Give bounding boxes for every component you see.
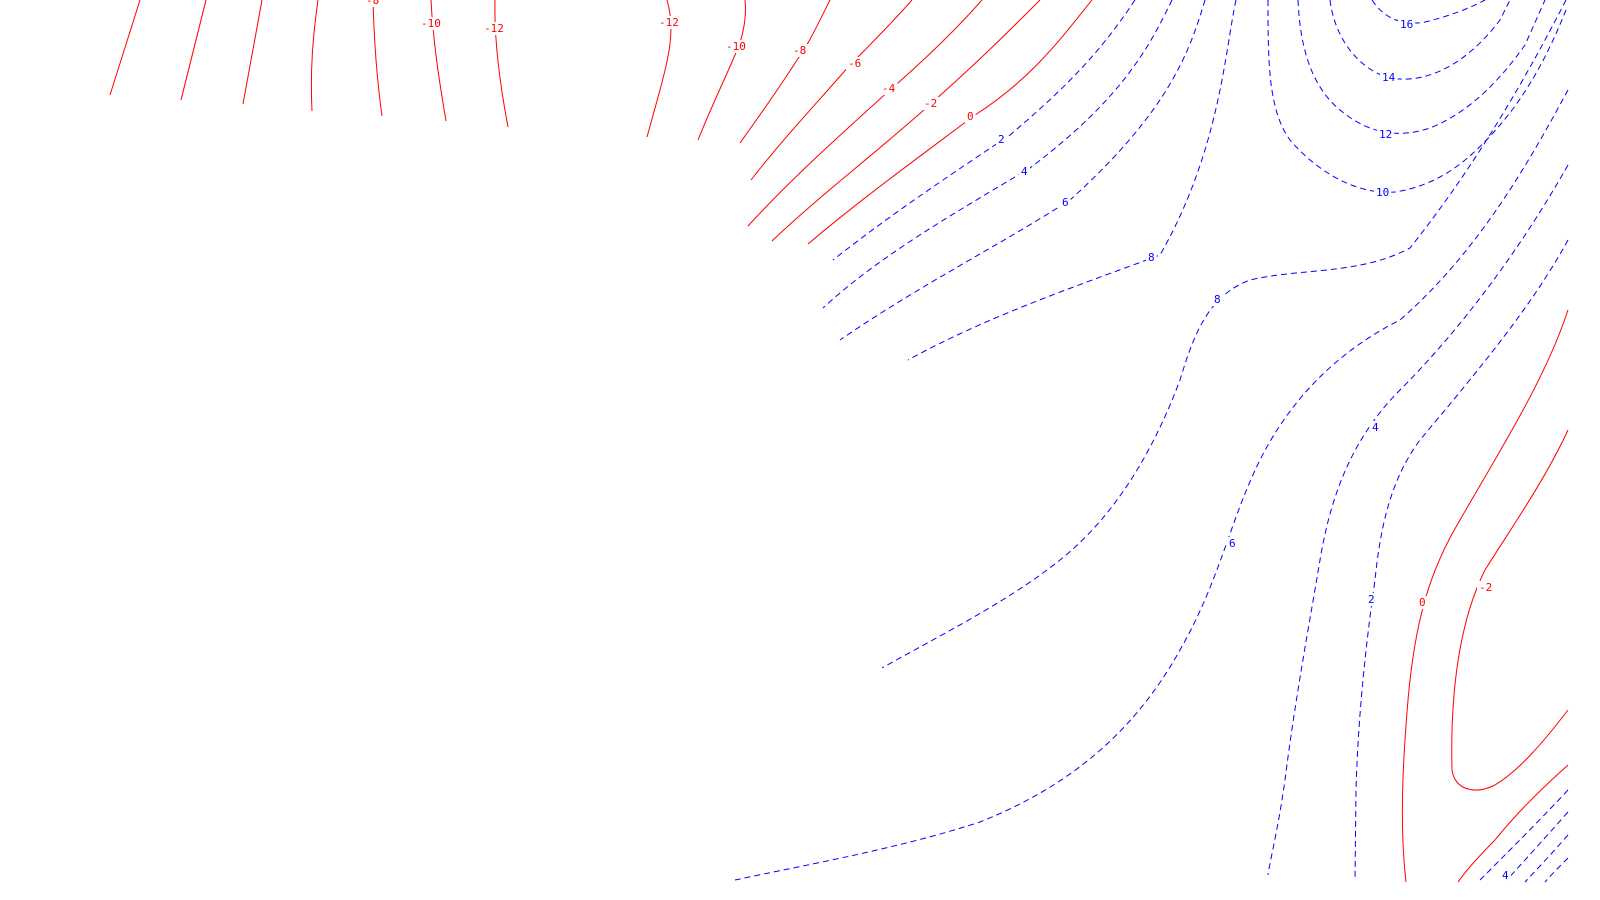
contour-label: 4	[1502, 869, 1509, 882]
contour-line	[747, 0, 983, 227]
contour-line	[807, 0, 1093, 245]
contour-label-halo	[364, 0, 382, 7]
contour-label-halo	[1477, 581, 1495, 594]
contour-line	[832, 0, 1136, 261]
contour-line	[734, 89, 1569, 881]
contour-label: 2	[1368, 593, 1375, 606]
contour-label-halo	[1398, 18, 1416, 31]
contour-label-halo	[791, 44, 809, 57]
contour-label-halo	[1500, 869, 1511, 882]
contour-line	[180, 0, 207, 101]
contour-label: -10	[726, 40, 746, 53]
contour-line	[310, 0, 319, 112]
contour-label-halo	[1417, 596, 1428, 609]
contour-line	[750, 0, 913, 181]
contour-label-halo	[996, 133, 1007, 146]
contour-label: 10	[1376, 186, 1389, 199]
contour-label: -12	[659, 16, 679, 29]
contour-label-halo	[482, 22, 506, 35]
contour-label-halo	[880, 82, 898, 95]
contour-line	[1544, 857, 1569, 883]
contour-label-halo	[1227, 537, 1238, 550]
contour-line	[1479, 789, 1569, 881]
contour-label: 8	[1214, 293, 1221, 306]
contour-line	[372, 0, 383, 117]
contour-label: -2	[1479, 581, 1492, 594]
contour-label-halo	[1377, 128, 1395, 141]
contour-line	[739, 0, 831, 144]
contour-line	[1524, 834, 1569, 883]
contour-label: -8	[366, 0, 379, 7]
contour-line	[1329, 0, 1511, 80]
contour-line	[1371, 0, 1486, 24]
contour-label: 4	[1021, 165, 1028, 178]
contour-label-halo	[419, 17, 443, 30]
contour-label: 4	[1372, 421, 1379, 434]
contour-label: -8	[793, 44, 806, 57]
contour-label-halo	[1374, 186, 1392, 199]
contour-label-halo	[724, 40, 748, 53]
contour-labels: -8 -10 -12 -12 -10 -8 -6 -4 -2 0 2 4 6 8…	[364, 0, 1511, 882]
contour-line	[822, 0, 1173, 309]
contour-label: -6	[848, 57, 861, 70]
contour-line	[242, 0, 263, 105]
contour-line	[1297, 0, 1546, 134]
contour-label-halo	[1370, 421, 1381, 434]
contour-label-halo	[965, 110, 976, 123]
contour-line	[1457, 764, 1569, 883]
contour-line	[1267, 0, 1567, 193]
contour-label: 6	[1229, 537, 1236, 550]
contour-line	[697, 0, 746, 141]
contour-label: 14	[1382, 71, 1396, 84]
contour-label-halo	[922, 97, 940, 110]
contour-label-halo	[1380, 71, 1398, 84]
contour-line	[430, 0, 447, 122]
contour-label: -2	[924, 97, 937, 110]
contour-label-halo	[1146, 251, 1157, 264]
contour-line	[646, 0, 672, 138]
contour-line	[1401, 309, 1569, 883]
contour-line	[494, 0, 509, 128]
contour-line	[1267, 164, 1569, 876]
contour-label-halo	[1212, 293, 1223, 306]
contour-label: -4	[882, 82, 896, 95]
contour-line	[1504, 811, 1569, 883]
contour-label: -12	[484, 22, 504, 35]
contour-label-halo	[1019, 165, 1030, 178]
contour-label: 0	[1419, 596, 1426, 609]
contour-label-halo	[1366, 593, 1377, 606]
contour-label: -10	[421, 17, 441, 30]
contour-label: 0	[967, 110, 974, 123]
contour-line	[1451, 429, 1569, 791]
contour-line	[907, 0, 1237, 361]
contour-label-halo	[657, 16, 681, 29]
contour-label: 6	[1062, 196, 1069, 209]
contour-line	[109, 0, 141, 96]
contour-label: 16	[1400, 18, 1413, 31]
contour-label-halo	[846, 57, 864, 70]
contour-label: 2	[998, 133, 1005, 146]
contour-label-halo	[1060, 196, 1071, 209]
contour-label: 12	[1379, 128, 1392, 141]
contour-label: 8	[1148, 251, 1155, 264]
contour-line	[881, 0, 1567, 669]
contour-line	[1354, 239, 1569, 881]
